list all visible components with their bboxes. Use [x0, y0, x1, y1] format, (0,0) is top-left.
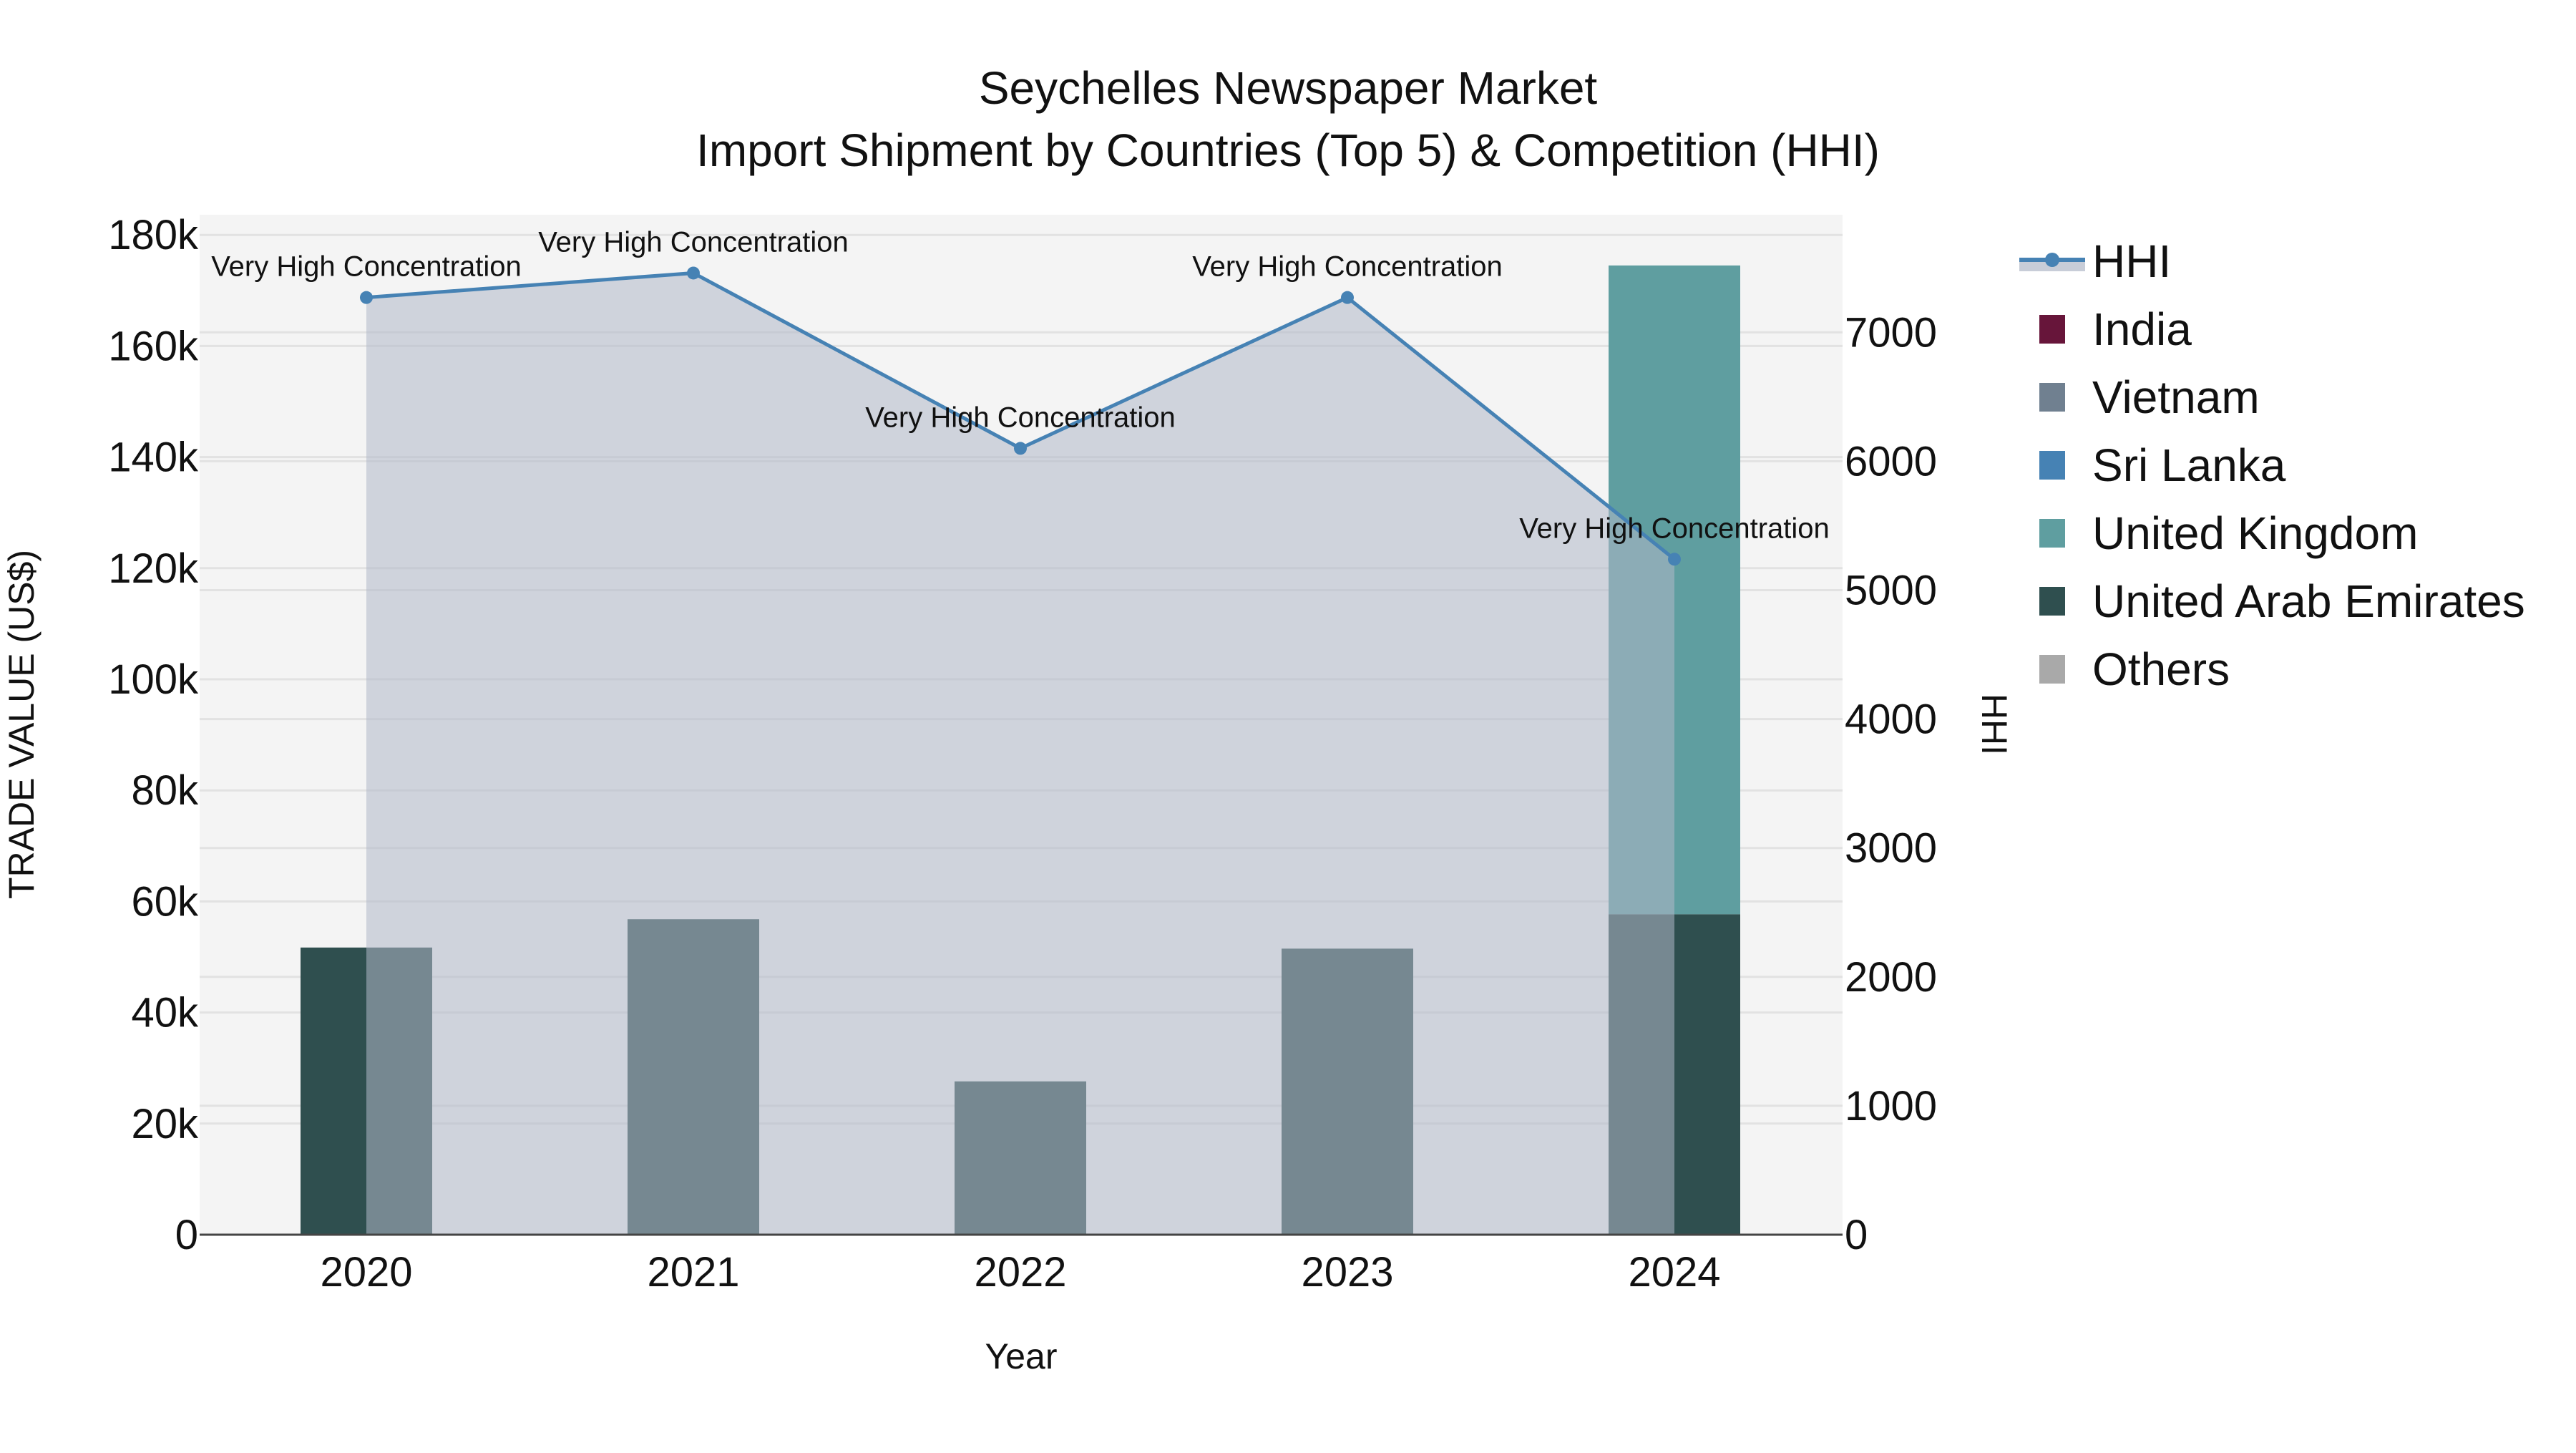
y-left-tick-label: 140k — [108, 434, 199, 481]
legend-swatch-icon — [2039, 451, 2065, 480]
y-left-axis-ticks: 0 20k 40k 60k 80k 100k 120k 140k 160k 180k — [108, 212, 199, 1258]
y-left-tick-label: 60k — [131, 878, 199, 925]
y-left-tick-label: 80k — [131, 767, 199, 814]
y-left-tick-label: 0 — [175, 1212, 198, 1258]
y-right-tick-label: 6000 — [1845, 438, 1937, 485]
legend-swatch-icon — [2039, 383, 2065, 412]
x-axis-ticks: 2020 2021 2022 2023 2024 — [320, 1249, 1720, 1296]
x-tick-label: 2021 — [647, 1249, 739, 1296]
y-right-tick-label: 7000 — [1845, 309, 1937, 356]
y-right-tick-label: 1000 — [1845, 1083, 1937, 1129]
hhi-area — [366, 273, 1674, 1235]
y-right-axis-title: HHI — [1974, 694, 2014, 755]
legend-label: HHI — [2092, 235, 2171, 287]
legend-item-united-kingdom[interactable]: United Kingdom — [2039, 507, 2418, 559]
legend-swatch-icon — [2039, 655, 2065, 684]
legend-swatch-icon — [2039, 587, 2065, 616]
legend-item-sri-lanka[interactable]: Sri Lanka — [2039, 439, 2286, 491]
y-left-tick-label: 40k — [131, 990, 199, 1036]
hhi-annotation: Very High Concentration — [1519, 512, 1830, 544]
x-tick-label: 2022 — [974, 1249, 1066, 1296]
y-right-axis-ticks: 0 1000 2000 3000 4000 5000 6000 7000 — [1845, 309, 1937, 1258]
legend-item-india[interactable]: India — [2039, 303, 2192, 355]
y-left-tick-label: 20k — [131, 1101, 199, 1147]
hhi-point-2021[interactable] — [687, 266, 700, 280]
chart-title-line1: Seychelles Newspaper Market — [979, 62, 1598, 114]
legend: HHI India Vietnam Sri Lanka United Kingdom Un… — [2019, 235, 2525, 695]
hhi-point-2020[interactable] — [360, 291, 373, 304]
y-left-tick-label: 180k — [108, 212, 199, 258]
y-left-tick-label: 100k — [108, 656, 199, 703]
hhi-annotations: Very High Concentration Very High Concent… — [211, 226, 1830, 544]
y-right-tick-label: 2000 — [1845, 954, 1937, 1001]
chart-title-line2: Import Shipment by Countries (Top 5) & C… — [696, 125, 1880, 176]
y-right-tick-label: 3000 — [1845, 825, 1937, 872]
legend-label: United Arab Emirates — [2092, 575, 2525, 627]
y-left-axis-title: TRADE VALUE (US$) — [1, 550, 42, 899]
y-right-tick-label: 4000 — [1845, 696, 1937, 743]
legend-item-others[interactable]: Others — [2039, 643, 2230, 695]
x-tick-label: 2020 — [320, 1249, 412, 1296]
hhi-series — [360, 266, 1681, 1235]
y-right-tick-label: 0 — [1845, 1212, 1868, 1258]
legend-swatch-icon — [2039, 519, 2065, 548]
y-right-tick-label: 5000 — [1845, 568, 1937, 614]
hhi-point-2022[interactable] — [1014, 442, 1027, 455]
hhi-annotation: Very High Concentration — [1192, 251, 1503, 283]
hhi-annotation: Very High Concentration — [865, 402, 1176, 433]
x-axis-title: Year — [985, 1336, 1057, 1376]
legend-label: United Kingdom — [2092, 507, 2418, 559]
legend-label: India — [2092, 303, 2192, 355]
hhi-annotation: Very High Concentration — [538, 226, 849, 258]
legend-label: Sri Lanka — [2092, 439, 2286, 491]
x-tick-label: 2024 — [1628, 1249, 1720, 1296]
legend-item-vietnam[interactable]: Vietnam — [2039, 371, 2260, 423]
hhi-point-2023[interactable] — [1341, 291, 1354, 304]
legend-marker-icon — [2045, 253, 2059, 267]
legend-item-united-arab-emirates[interactable]: United Arab Emirates — [2039, 575, 2525, 627]
legend-label: Others — [2092, 643, 2230, 695]
hhi-point-2024[interactable] — [1668, 553, 1681, 566]
hhi-annotation: Very High Concentration — [211, 251, 522, 283]
legend-item-hhi[interactable]: HHI — [2019, 235, 2171, 287]
y-left-tick-label: 120k — [108, 545, 199, 592]
legend-swatch-icon — [2039, 315, 2065, 344]
y-left-tick-label: 160k — [108, 323, 199, 369]
x-tick-label: 2023 — [1301, 1249, 1393, 1296]
legend-label: Vietnam — [2092, 371, 2260, 423]
